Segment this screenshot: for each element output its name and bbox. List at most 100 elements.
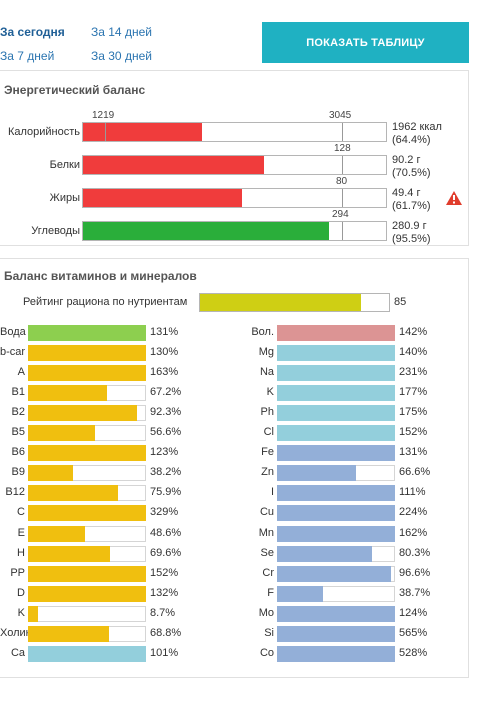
energy-row-norm-tick: 294 xyxy=(332,209,349,220)
nutrient-bar xyxy=(28,425,146,441)
nutrient-label: E xyxy=(17,527,25,539)
nutrient-label: b-car xyxy=(0,346,26,358)
nutrient-bar-fill xyxy=(28,546,110,562)
nutrient-bar-fill xyxy=(277,365,395,381)
energy-row-bar xyxy=(82,155,387,175)
energy-row-bar xyxy=(82,221,387,241)
nutrient-bar xyxy=(277,445,395,461)
nutrient-label: H xyxy=(17,547,25,559)
nutrient-value: 96.6% xyxy=(399,567,431,579)
period-link-today[interactable]: За сегодня xyxy=(0,25,65,39)
energy-row-norm-tick: 1219 xyxy=(92,110,115,121)
show-table-button[interactable]: ПОКАЗАТЬ ТАБЛИЦУ xyxy=(262,22,469,63)
warning-icon[interactable] xyxy=(446,191,462,205)
nutrient-bar-fill xyxy=(28,365,146,381)
nutrient-bar xyxy=(28,505,146,521)
nutrient-bar-fill xyxy=(28,586,146,602)
energy-row-percent: (64.4%) xyxy=(392,134,431,146)
nutrient-bar xyxy=(277,405,395,421)
nutrient-value: 177% xyxy=(399,386,428,398)
energy-row-norm-tick: 3045 xyxy=(329,110,352,121)
nutrient-value: 130% xyxy=(150,346,179,358)
nutrient-label: B2 xyxy=(11,406,25,418)
nutrient-bar-fill xyxy=(277,385,395,401)
energy-row-norm-mark xyxy=(342,156,343,174)
nutrient-bar-fill xyxy=(277,505,395,521)
nutrient-bar-fill xyxy=(277,606,395,622)
nutrient-bar-fill xyxy=(28,485,118,501)
nutrient-label: Se xyxy=(260,547,274,559)
nutrient-bar xyxy=(28,325,146,341)
nutrient-bar-fill xyxy=(277,465,356,481)
nutrient-bar xyxy=(277,546,395,562)
nutrient-value: 38.2% xyxy=(150,466,182,478)
nutrient-bar-fill xyxy=(277,345,395,361)
nutrient-label: Вода xyxy=(0,326,26,338)
nutrient-value: 92.3% xyxy=(150,406,182,418)
nutrient-bar-fill xyxy=(28,646,146,662)
nutrient-bar-fill xyxy=(277,526,395,542)
period-link-14-days[interactable]: За 14 дней xyxy=(91,25,152,39)
energy-row-bar xyxy=(82,188,387,208)
nutrient-value: 48.6% xyxy=(150,527,182,539)
micro-balance-title: Баланс витаминов и минералов xyxy=(4,269,197,283)
period-link-30-days[interactable]: За 30 дней xyxy=(91,49,152,63)
nutrient-bar xyxy=(28,646,146,662)
nutrient-label: B12 xyxy=(5,486,25,498)
nutrient-label: Вол. xyxy=(251,326,274,338)
nutrient-value: 132% xyxy=(150,587,179,599)
nutrient-value: 80.3% xyxy=(399,547,431,559)
nutrient-label: K xyxy=(17,607,25,619)
nutrient-bar xyxy=(277,425,395,441)
period-link-7-days[interactable]: За 7 дней xyxy=(0,49,55,63)
rating-bar xyxy=(199,293,390,312)
nutrient-value: 163% xyxy=(150,366,179,378)
nutrient-value: 528% xyxy=(399,647,428,659)
nutrient-bar xyxy=(28,485,146,501)
nutrient-label: Mn xyxy=(258,527,274,539)
nutrient-bar xyxy=(28,626,146,642)
nutrient-label: Cr xyxy=(262,567,274,579)
nutrient-bar-fill xyxy=(277,566,391,582)
nutrient-bar-fill xyxy=(28,505,146,521)
nutrient-label: Mo xyxy=(258,607,274,619)
nutrient-value: 152% xyxy=(399,426,428,438)
rating-bar-fill xyxy=(200,294,361,311)
nutrient-value: 66.6% xyxy=(399,466,431,478)
nutrient-value: 8.7% xyxy=(150,607,176,619)
energy-row-bar xyxy=(82,122,387,142)
nutrient-label: Cu xyxy=(259,506,274,518)
nutrient-bar xyxy=(28,385,146,401)
nutrient-bar-fill xyxy=(28,606,38,622)
nutrient-value: 231% xyxy=(399,366,428,378)
energy-row-label: Углеводы xyxy=(31,225,80,237)
energy-row-norm-mark xyxy=(342,123,343,141)
nutrient-value: 329% xyxy=(150,506,179,518)
nutrient-bar xyxy=(277,586,395,602)
nutrient-bar xyxy=(277,485,395,501)
nutrient-label: C xyxy=(17,506,25,518)
nutrient-label: PP xyxy=(10,567,25,579)
nutrient-value: 69.6% xyxy=(150,547,182,559)
nutrient-bar-fill xyxy=(277,485,395,501)
nutrient-bar-fill xyxy=(28,385,107,401)
energy-row-value: 1962 ккал xyxy=(392,121,442,133)
energy-row-value: 49.4 г xyxy=(392,187,421,199)
rating-value: 85 xyxy=(394,296,407,308)
nutrient-label: Zn xyxy=(261,466,274,478)
nutrient-bar-fill xyxy=(277,425,395,441)
nutrient-value: 140% xyxy=(399,346,428,358)
nutrient-bar xyxy=(277,566,395,582)
nutrient-bar-fill xyxy=(28,425,95,441)
nutrient-value: 75.9% xyxy=(150,486,182,498)
nutrient-value: 175% xyxy=(399,406,428,418)
nutrient-bar xyxy=(28,606,146,622)
nutrient-bar xyxy=(277,505,395,521)
nutrient-bar-fill xyxy=(28,465,73,481)
nutrient-bar xyxy=(28,526,146,542)
nutrient-bar xyxy=(277,365,395,381)
nutrient-bar xyxy=(28,586,146,602)
nutrient-value: 67.2% xyxy=(150,386,182,398)
energy-row-label: Белки xyxy=(49,159,80,171)
nutrient-bar xyxy=(28,445,146,461)
